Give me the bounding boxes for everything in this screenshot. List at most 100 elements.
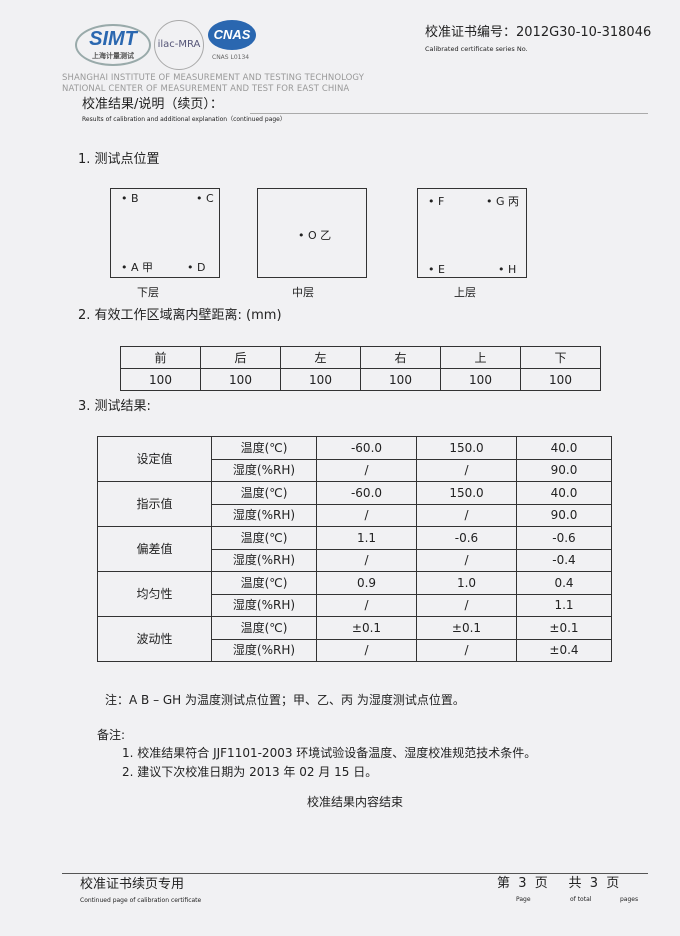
distance-header: 左 bbox=[280, 346, 361, 369]
distance-header: 后 bbox=[200, 346, 281, 369]
value-cell: / bbox=[416, 503, 517, 527]
of-total-label-en: of total bbox=[570, 896, 592, 903]
parameter-cell: 温度(℃) bbox=[211, 436, 317, 460]
parameter-cell: 温度(℃) bbox=[211, 571, 317, 595]
group-label: 偏差值 bbox=[97, 526, 212, 572]
results-table: 设定值 温度(℃) -60.0 150.0 40.0 湿度(%RH) //90.0 指示值 温度… bbox=[97, 436, 612, 662]
parameter-cell: 温度(℃) bbox=[211, 616, 317, 640]
parameter-cell: 湿度(%RH) bbox=[211, 458, 317, 482]
title-divider bbox=[250, 113, 648, 114]
parameter-cell: 湿度(%RH) bbox=[211, 593, 317, 617]
table-row: 湿度(%RH) / / ±0.4 bbox=[98, 638, 612, 662]
page-title-en: Results of calibration and additional ex… bbox=[82, 116, 286, 123]
value-cell: / bbox=[416, 593, 517, 617]
footer-title: 校准证书续页专用 bbox=[80, 877, 185, 892]
lower-layer-caption: 下层 bbox=[137, 286, 159, 299]
certificate-number: 校准证书编号：2012G30-10-318046 bbox=[425, 25, 652, 40]
parameter-cell: 湿度(%RH) bbox=[211, 638, 317, 662]
value-cell: / bbox=[316, 548, 417, 572]
value-cell: / bbox=[416, 638, 517, 662]
distance-header: 右 bbox=[360, 346, 441, 369]
page-label-en: Page bbox=[516, 896, 531, 903]
parameter-cell: 湿度(%RH) bbox=[211, 548, 317, 572]
value-cell: -0.6 bbox=[516, 526, 612, 550]
table-row: 偏差值 温度(℃) 1.1 -0.6 -0.6 bbox=[97, 526, 612, 572]
institute-name-2: NATIONAL CENTER OF MEASUREMENT AND TEST … bbox=[62, 84, 350, 94]
parameter-cell: 温度(℃) bbox=[211, 526, 317, 550]
distance-value: 100 bbox=[120, 368, 201, 391]
point-o: • O 乙 bbox=[298, 229, 332, 242]
group-label: 指示值 bbox=[97, 481, 212, 527]
value-cell: 90.0 bbox=[516, 503, 612, 527]
footer-title-en: Continued page of calibration certificat… bbox=[80, 897, 202, 904]
value-cell: -0.4 bbox=[516, 548, 612, 572]
distance-header: 前 bbox=[120, 346, 201, 369]
value-cell: -60.0 bbox=[316, 436, 417, 460]
cnas-number: CNAS L0134 bbox=[212, 54, 250, 61]
point-f: • F bbox=[428, 195, 445, 208]
value-cell: 0.9 bbox=[316, 571, 417, 595]
value-cell: 150.0 bbox=[416, 481, 517, 505]
value-cell: -60.0 bbox=[316, 481, 417, 505]
value-cell: ±0.4 bbox=[516, 638, 612, 662]
middle-layer-caption: 中层 bbox=[292, 286, 314, 299]
point-g: • G 丙 bbox=[486, 195, 520, 208]
value-cell: 150.0 bbox=[416, 436, 517, 460]
upper-layer-caption: 上层 bbox=[454, 286, 476, 299]
simt-logo: SIMT 上海计量测试 bbox=[75, 24, 151, 66]
point-c: • C bbox=[196, 192, 214, 205]
distance-table: 前后左右上下 100 100 100 100 100 100 bbox=[120, 346, 601, 391]
table-row: 波动性 温度(℃) ±0.1 ±0.1 ±0.1 bbox=[97, 616, 612, 662]
pages-label-en: pages bbox=[620, 896, 639, 903]
page-title: 校准结果/说明（续页）： bbox=[82, 97, 223, 112]
point-d: • D bbox=[187, 261, 206, 274]
upper-layer-diagram: • F • G 丙 • E • H bbox=[417, 188, 527, 278]
value-cell: 0.4 bbox=[516, 571, 612, 595]
value-cell: ±0.1 bbox=[316, 616, 417, 640]
table-row: 设定值 温度(℃) -60.0 150.0 40.0 bbox=[97, 436, 612, 482]
end-of-results: 校准结果内容结束 bbox=[307, 795, 404, 809]
distance-value: 100 bbox=[520, 368, 601, 391]
value-cell: 1.1 bbox=[316, 526, 417, 550]
remark-2: 2. 建议下次校准日期为 2013 年 02 月 15 日。 bbox=[122, 765, 378, 779]
table-row: 均匀性 温度(℃) 0.9 1.0 0.4 bbox=[97, 571, 612, 617]
value-cell: / bbox=[316, 638, 417, 662]
value-cell: / bbox=[416, 548, 517, 572]
value-cell: -0.6 bbox=[416, 526, 517, 550]
table-row: 指示值 温度(℃) -60.0 150.0 40.0 bbox=[97, 481, 612, 527]
section-3-heading: 3. 测试结果: bbox=[78, 399, 151, 414]
point-a: • A 甲 bbox=[121, 261, 154, 274]
group-label: 均匀性 bbox=[97, 571, 212, 617]
table-row: 湿度(%RH) //90.0 bbox=[98, 503, 612, 527]
point-e: • E bbox=[428, 263, 445, 276]
distance-value: 100 bbox=[360, 368, 441, 391]
section-1-heading: 1. 测试点位置 bbox=[78, 152, 160, 167]
value-cell: 1.0 bbox=[416, 571, 517, 595]
value-cell: / bbox=[316, 458, 417, 482]
certificate-number-en: Calibrated certificate series No. bbox=[425, 45, 528, 53]
parameter-cell: 温度(℃) bbox=[211, 481, 317, 505]
value-cell: / bbox=[316, 593, 417, 617]
group-label: 波动性 bbox=[97, 616, 212, 662]
value-cell: 1.1 bbox=[516, 593, 612, 617]
remark-1: 1. 校准结果符合 JJF1101-2003 环境试验设备温度、湿度校准规范技术… bbox=[122, 746, 537, 760]
page-number: 第 3 页 共 3 页 bbox=[497, 876, 620, 891]
ilac-mra-logo: ilac-MRA bbox=[154, 20, 204, 70]
value-cell: 40.0 bbox=[516, 481, 612, 505]
lower-layer-diagram: • B • C • A 甲 • D bbox=[110, 188, 220, 278]
point-b: • B bbox=[121, 192, 139, 205]
middle-layer-diagram: • O 乙 bbox=[257, 188, 367, 278]
value-cell: 90.0 bbox=[516, 458, 612, 482]
test-point-note: 注：A B – GH 为温度测试点位置；甲、乙、丙 为湿度测试点位置。 bbox=[105, 693, 465, 707]
cnas-logo: CNAS bbox=[208, 20, 256, 50]
parameter-cell: 湿度(%RH) bbox=[211, 503, 317, 527]
group-label: 设定值 bbox=[97, 436, 212, 482]
value-cell: / bbox=[416, 458, 517, 482]
distance-value: 100 bbox=[280, 368, 361, 391]
distance-value: 100 bbox=[200, 368, 281, 391]
footer-divider bbox=[62, 873, 648, 874]
distance-header: 上 bbox=[440, 346, 521, 369]
value-cell: ±0.1 bbox=[416, 616, 517, 640]
section-2-heading: 2. 有效工作区域离内壁距离: (mm) bbox=[78, 308, 282, 323]
table-row: 湿度(%RH) //90.0 bbox=[98, 458, 612, 482]
